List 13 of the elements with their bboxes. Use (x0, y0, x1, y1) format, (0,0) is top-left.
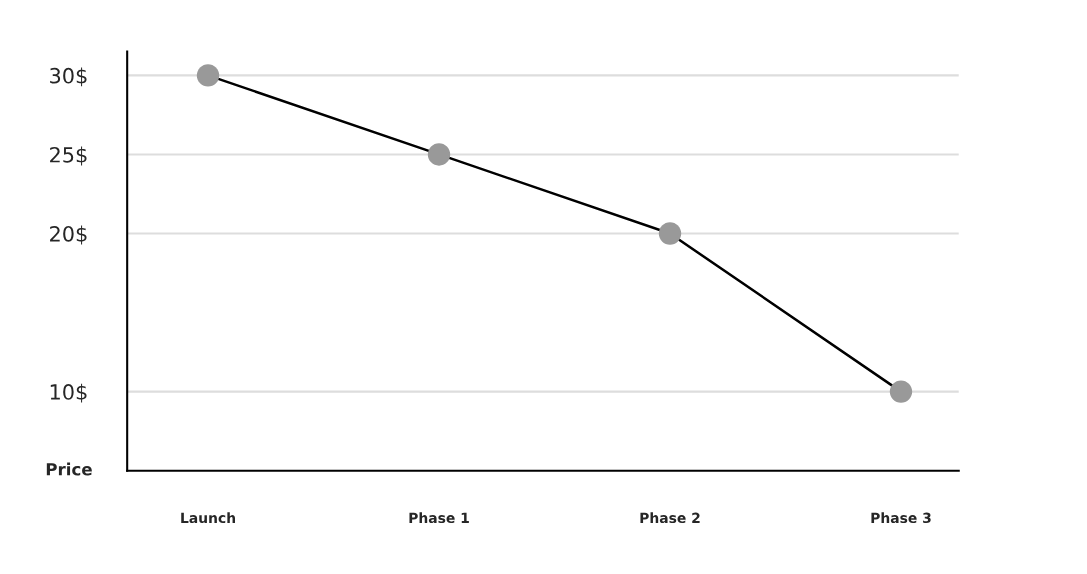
y-tick-label: 25$ (50, 146, 87, 166)
y-tick-label: 30$ (50, 67, 87, 87)
point (658, 222, 682, 245)
point (889, 380, 913, 403)
x-tick-label: Phase 2 (640, 512, 700, 524)
y-tick-label: 10$ (50, 383, 87, 403)
point (427, 143, 451, 166)
y-tick-label: 20$ (50, 225, 87, 245)
x-tick-label: Launch (181, 512, 235, 524)
y-axis-title: Price (46, 462, 92, 476)
x-tick-label: Phase 3 (871, 512, 931, 524)
point (196, 64, 220, 87)
x-tick-label: Phase 1 (409, 512, 469, 524)
